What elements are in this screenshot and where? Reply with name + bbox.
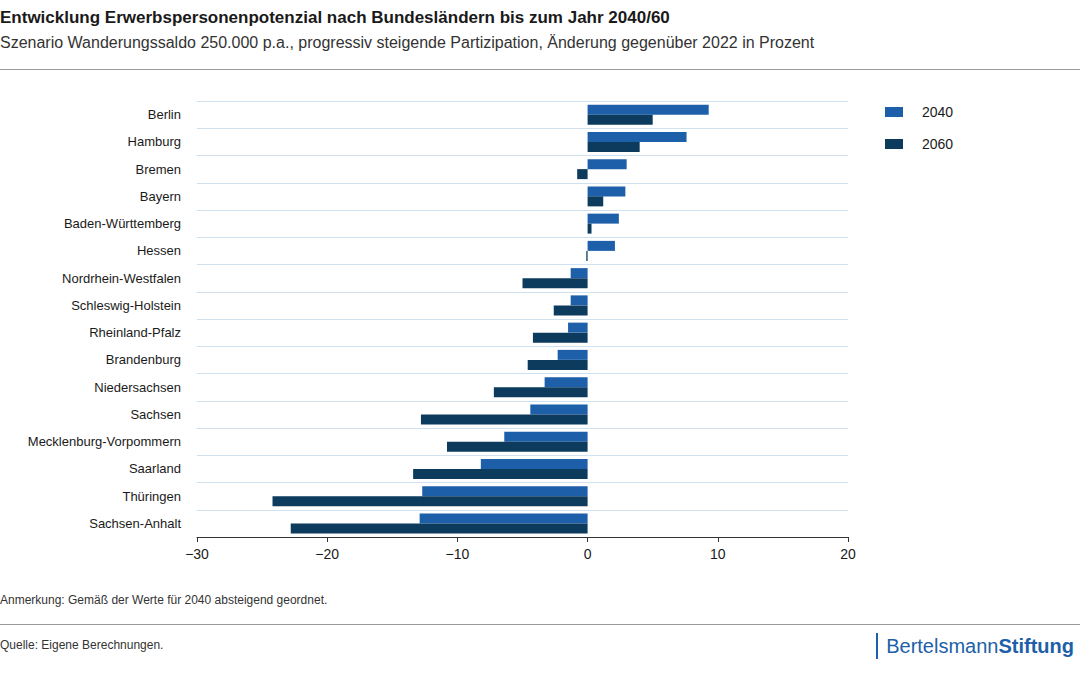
svg-text:Schleswig-Holstein: Schleswig-Holstein — [71, 298, 181, 313]
svg-text:−10: −10 — [446, 546, 470, 562]
svg-text:Bayern: Bayern — [140, 189, 181, 204]
svg-text:Nordrhein-Westfalen: Nordrhein-Westfalen — [62, 271, 181, 286]
svg-text:10: 10 — [710, 546, 726, 562]
svg-text:Bremen: Bremen — [135, 162, 181, 177]
svg-text:−20: −20 — [315, 546, 339, 562]
svg-text:Baden-Württemberg: Baden-Württemberg — [64, 216, 181, 231]
svg-text:Hamburg: Hamburg — [128, 134, 181, 149]
svg-text:2060: 2060 — [922, 136, 953, 152]
html-text:Szenario Wanderungssaldo 250.0: Szenario Wanderungssaldo 250.000 p.a., p… — [0, 34, 815, 51]
svg-text:20: 20 — [840, 546, 856, 562]
svg-text:−30: −30 — [185, 546, 209, 562]
svg-text:Rheinland-Pfalz: Rheinland-Pfalz — [89, 325, 181, 340]
svg-text:Thüringen: Thüringen — [122, 489, 181, 504]
html-text:Anmerkung: Gemäß der Werte für: Anmerkung: Gemäß der Werte für 2040 abst… — [0, 593, 328, 607]
svg-text:Berlin: Berlin — [148, 107, 181, 122]
svg-text:Sachsen: Sachsen — [130, 407, 181, 422]
svg-text:Mecklenburg-Vorpommern: Mecklenburg-Vorpommern — [28, 434, 181, 449]
html-text:Entwicklung Erwerbspersonenpot: Entwicklung Erwerbspersonenpotenzial nac… — [0, 8, 670, 27]
svg-text:Sachsen-Anhalt: Sachsen-Anhalt — [89, 516, 181, 531]
svg-text:0: 0 — [584, 546, 592, 562]
svg-text:Hessen: Hessen — [137, 243, 181, 258]
svg-text:Niedersachsen: Niedersachsen — [94, 380, 181, 395]
html-text:Bertelsmann Stiftung: Bertelsmann Stiftung — [886, 635, 1074, 657]
svg-text:2040: 2040 — [922, 104, 953, 120]
svg-text:Brandenburg: Brandenburg — [106, 352, 181, 367]
html-text:Quelle: Eigene Berechnungen.: Quelle: Eigene Berechnungen. — [0, 638, 164, 652]
svg-text:Saarland: Saarland — [129, 461, 181, 476]
